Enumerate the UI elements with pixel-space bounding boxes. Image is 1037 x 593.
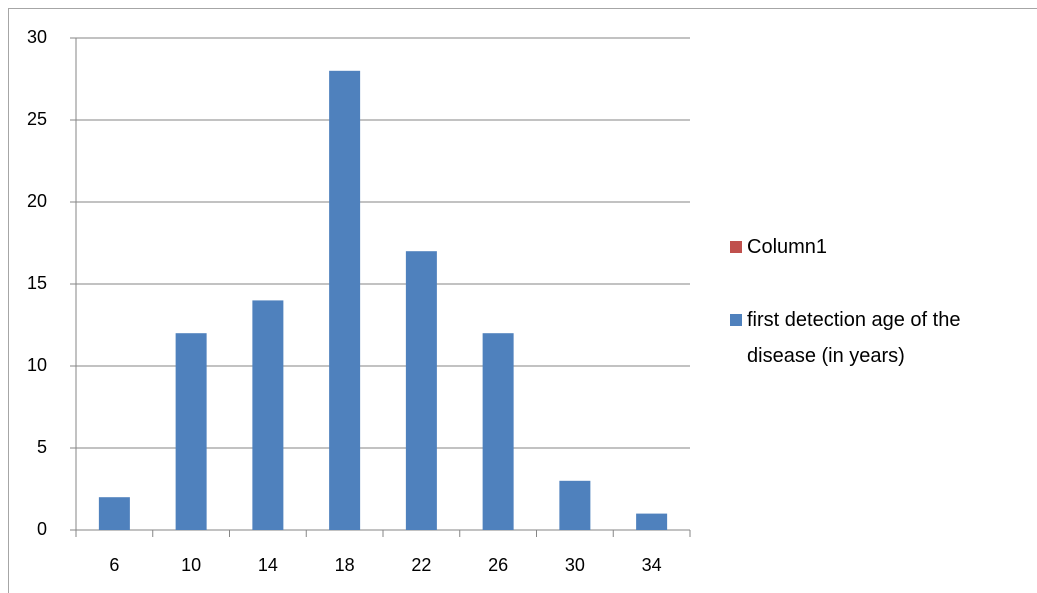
bar: [405, 251, 437, 530]
legend-item: first detection age of the disease (in y…: [730, 302, 1030, 374]
x-tick-label: 22: [411, 555, 431, 575]
chart-border: [8, 8, 1037, 593]
bar: [175, 333, 207, 530]
y-tick-label: 30: [27, 27, 47, 47]
legend-label: Column1: [747, 236, 828, 258]
x-tick-label: 10: [181, 555, 201, 575]
x-tick-label: 26: [488, 555, 508, 575]
x-tick-label: 30: [565, 555, 585, 575]
legend-item: Column1: [730, 229, 1030, 265]
y-tick-label: 0: [37, 519, 47, 539]
legend-label: first detection age of the disease (in y…: [747, 309, 961, 367]
y-tick-label: 15: [27, 273, 47, 293]
x-tick-label: 34: [642, 555, 662, 575]
bar: [252, 300, 284, 530]
legend-swatch: [730, 241, 742, 253]
x-tick-label: 14: [258, 555, 278, 575]
legend-swatch: [730, 314, 742, 326]
y-tick-label: 20: [27, 191, 47, 211]
y-tick-label: 10: [27, 355, 47, 375]
x-tick-label: 6: [109, 555, 119, 575]
bar: [329, 70, 361, 531]
y-tick-label: 5: [37, 437, 47, 457]
bar: [98, 497, 130, 530]
bar: [636, 513, 668, 530]
y-tick-label: 25: [27, 109, 47, 129]
bar: [559, 480, 591, 530]
bar: [482, 333, 514, 530]
x-tick-label: 18: [335, 555, 355, 575]
